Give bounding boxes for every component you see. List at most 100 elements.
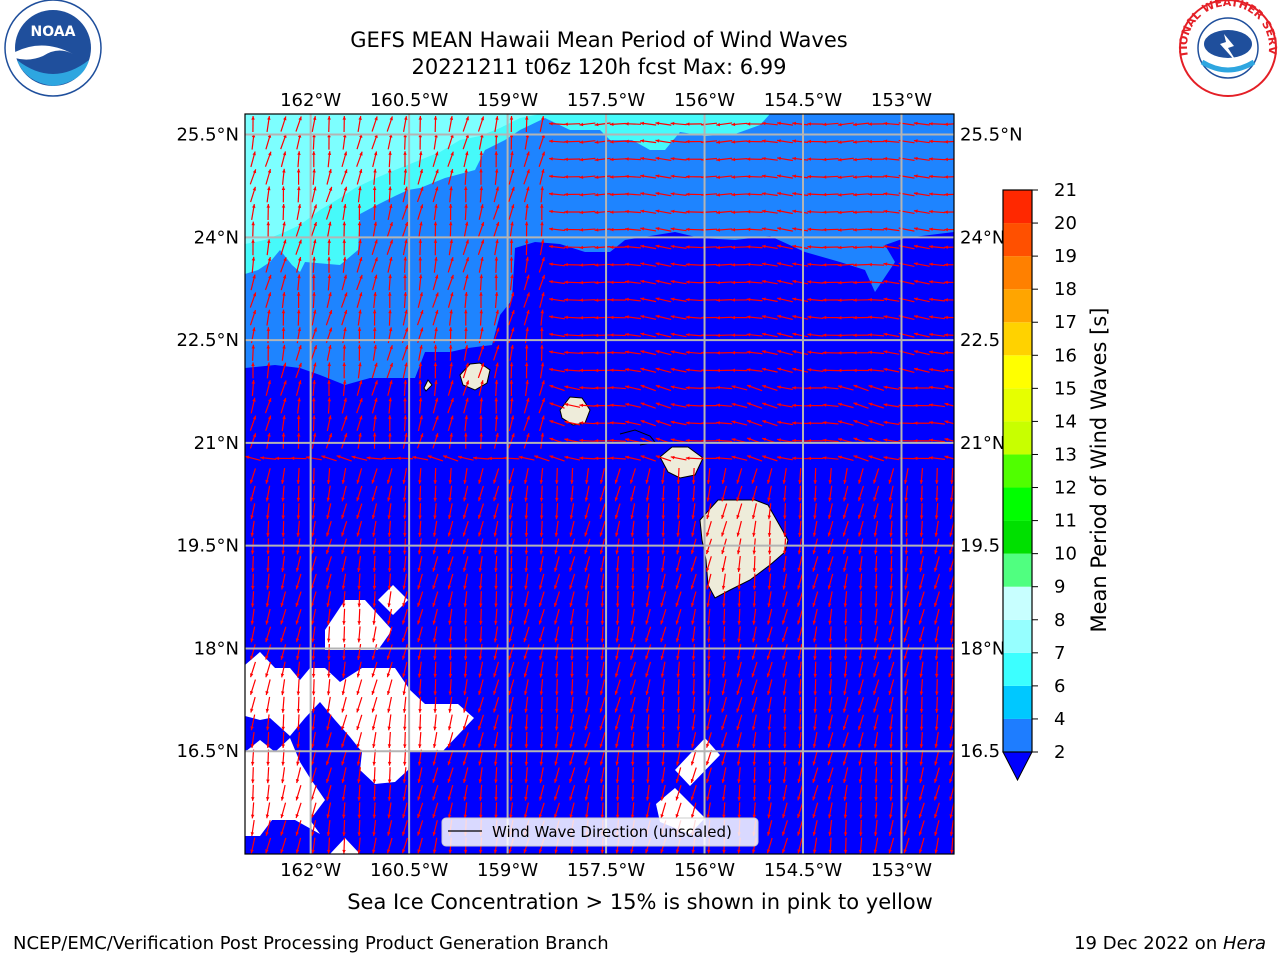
wind-arrow bbox=[777, 262, 793, 268]
wind-arrow bbox=[462, 714, 469, 731]
wind-arrow bbox=[448, 239, 454, 256]
wind-arrow bbox=[570, 679, 574, 696]
wind-arrow bbox=[524, 239, 529, 256]
wind-arrow bbox=[670, 385, 687, 391]
wind-arrow bbox=[812, 785, 819, 801]
wind-arrow bbox=[807, 332, 824, 337]
wind-arrow bbox=[251, 204, 256, 220]
wind-arrow bbox=[904, 520, 909, 537]
wind-arrow bbox=[625, 455, 641, 461]
wind-arrow bbox=[357, 608, 361, 625]
wind-arrow bbox=[539, 556, 544, 572]
wind-arrow bbox=[508, 503, 514, 520]
wind-arrow bbox=[873, 679, 880, 695]
wind-arrow bbox=[311, 467, 316, 485]
wind-arrow bbox=[685, 175, 702, 179]
wind-arrow bbox=[670, 332, 687, 338]
wind-arrow bbox=[904, 468, 909, 484]
wind-arrow bbox=[599, 468, 606, 484]
wind-arrow bbox=[812, 749, 819, 766]
island-molokai-maui bbox=[659, 446, 704, 479]
wind-arrow bbox=[797, 767, 803, 784]
wind-arrow bbox=[767, 608, 773, 625]
lon-label-top: 157.5°W bbox=[567, 90, 646, 111]
wind-arrow bbox=[614, 697, 621, 713]
wind-arrow bbox=[858, 679, 864, 696]
wind-arrow bbox=[549, 332, 565, 338]
wind-arrow bbox=[873, 819, 878, 837]
wind-arrow bbox=[889, 520, 893, 537]
wind-arrow bbox=[655, 332, 672, 338]
wind-arrow bbox=[837, 192, 854, 197]
wind-arrow bbox=[327, 274, 332, 291]
wind-arrow bbox=[524, 714, 529, 731]
wind-arrow bbox=[569, 784, 576, 801]
wind-arrow bbox=[752, 520, 757, 537]
wind-arrow bbox=[944, 245, 954, 249]
wind-arrow bbox=[731, 245, 748, 250]
wind-arrow bbox=[721, 503, 728, 520]
wind-arrow bbox=[448, 344, 453, 361]
wind-arrow bbox=[797, 837, 803, 854]
wind-arrow bbox=[935, 679, 939, 696]
wind-arrow bbox=[311, 837, 316, 854]
wind-arrow bbox=[281, 767, 286, 784]
wind-arrow bbox=[250, 274, 256, 291]
wind-arrow bbox=[508, 433, 515, 449]
wind-arrow bbox=[813, 696, 817, 713]
wind-arrow bbox=[310, 345, 318, 361]
wind-arrow bbox=[777, 191, 793, 197]
wind-arrow bbox=[857, 697, 865, 713]
wind-arrow bbox=[873, 485, 880, 502]
wind-arrow bbox=[746, 297, 763, 302]
wind-arrow bbox=[478, 204, 484, 220]
wind-arrow bbox=[676, 467, 681, 485]
wind-arrow bbox=[326, 767, 332, 784]
wind-arrow bbox=[944, 280, 954, 285]
wind-arrow bbox=[249, 468, 257, 484]
wind-arrow bbox=[569, 503, 575, 520]
lat-label-right: 19.5 bbox=[960, 536, 1000, 557]
wind-arrow bbox=[913, 403, 930, 408]
wind-arrow bbox=[569, 520, 575, 537]
wind-arrow bbox=[792, 350, 809, 356]
colorbar-segment bbox=[1003, 520, 1032, 554]
wind-arrow bbox=[949, 819, 954, 837]
wind-arrow bbox=[889, 555, 893, 573]
wind-arrow bbox=[357, 309, 362, 326]
wind-arrow bbox=[477, 116, 485, 132]
wind-arrow bbox=[523, 169, 530, 185]
wind-arrow bbox=[432, 520, 438, 537]
wind-arrow bbox=[281, 415, 286, 432]
wind-arrow bbox=[463, 151, 469, 168]
wind-arrow bbox=[919, 714, 924, 731]
wind-arrow bbox=[746, 455, 763, 462]
noaa-logo-text: NOAA bbox=[31, 24, 76, 40]
wind-arrow bbox=[707, 626, 711, 643]
wind-arrow bbox=[372, 415, 377, 432]
wind-arrow bbox=[798, 467, 802, 485]
wind-arrow bbox=[523, 661, 530, 678]
wind-arrow bbox=[326, 573, 332, 590]
wind-arrow bbox=[432, 785, 439, 801]
wind-arrow bbox=[549, 367, 565, 373]
wind-arrow bbox=[691, 608, 697, 625]
wind-arrow bbox=[417, 626, 423, 643]
wind-arrow bbox=[463, 802, 468, 819]
wind-arrow bbox=[685, 438, 702, 443]
wind-arrow bbox=[781, 837, 789, 854]
wind-arrow bbox=[797, 573, 804, 590]
wind-arrow bbox=[731, 333, 748, 337]
wind-arrow bbox=[807, 280, 824, 284]
wind-arrow bbox=[751, 503, 757, 520]
wind-arrow bbox=[357, 362, 362, 379]
wind-arrow bbox=[797, 556, 803, 572]
wind-arrow bbox=[477, 345, 485, 361]
wind-arrow bbox=[388, 397, 392, 414]
wind-arrow bbox=[813, 467, 817, 485]
wind-arrow bbox=[417, 591, 424, 608]
island-big-island bbox=[699, 499, 789, 599]
lat-label-left: 22.5°N bbox=[176, 330, 239, 351]
wind-arrow bbox=[509, 362, 514, 379]
wind-arrow bbox=[873, 714, 879, 731]
